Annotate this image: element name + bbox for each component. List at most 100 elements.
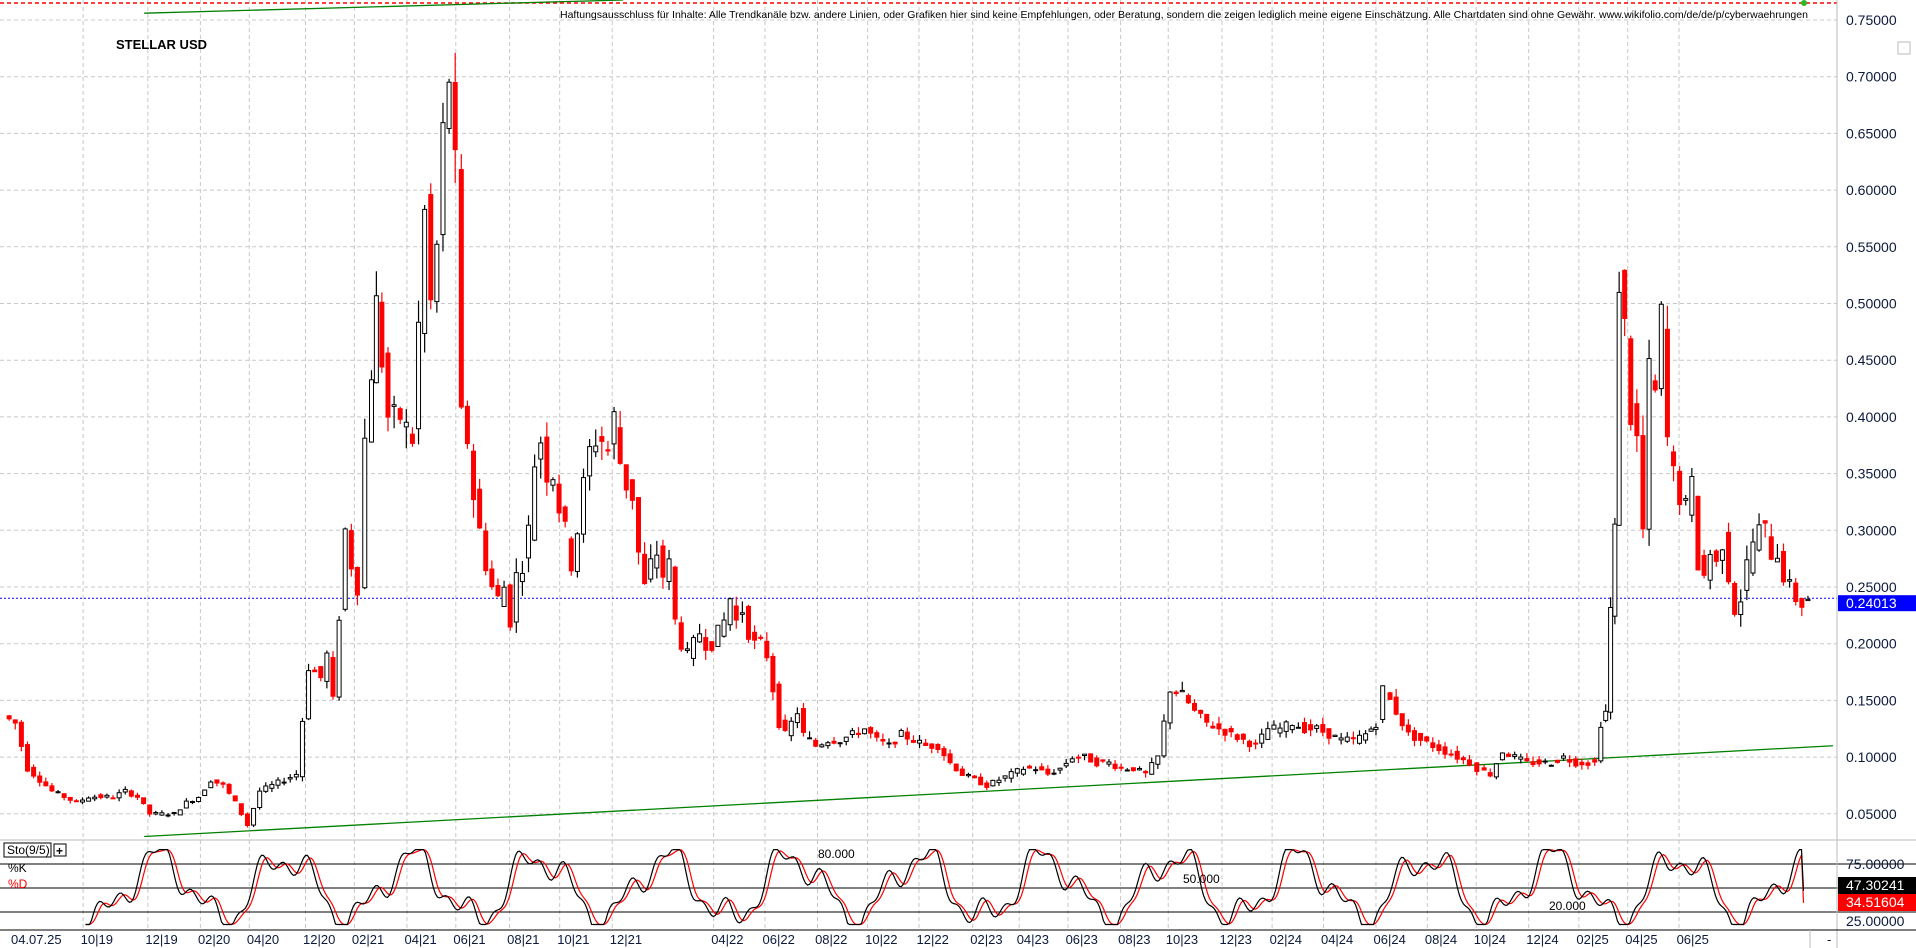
candle-body: [1234, 734, 1240, 740]
candle-body: [1689, 475, 1695, 516]
candle-body: [324, 652, 330, 682]
candle-body: [1677, 470, 1683, 505]
candle: [1677, 466, 1683, 516]
candle: [898, 728, 904, 737]
candle: [1592, 757, 1598, 766]
candle-body: [86, 797, 92, 802]
candle: [819, 743, 825, 748]
candle-body: [1561, 755, 1567, 759]
candle-body: [1222, 728, 1228, 736]
candle: [116, 789, 122, 802]
candle-body: [293, 773, 299, 778]
candle: [923, 738, 929, 747]
candle: [519, 560, 525, 596]
candle: [86, 796, 92, 802]
candle: [1350, 731, 1356, 745]
candle-body: [660, 545, 666, 578]
candle-body: [538, 442, 544, 460]
candle-body: [721, 619, 727, 637]
candle-body: [782, 719, 788, 731]
candle: [1756, 513, 1762, 552]
date-tick-label: 04|23: [1017, 932, 1049, 947]
candle-body: [532, 466, 538, 541]
candle-body: [697, 633, 703, 643]
candle-body: [318, 666, 324, 679]
candle: [110, 795, 116, 800]
candle: [1493, 763, 1499, 780]
candle-body: [1253, 742, 1259, 745]
stochastic-add-button[interactable]: [53, 843, 67, 857]
candle-body: [43, 781, 49, 787]
candle: [1481, 764, 1487, 771]
scroll-marker[interactable]: -: [1827, 932, 1831, 947]
stochastic-label-box[interactable]: [3, 842, 52, 858]
candle: [12, 719, 18, 730]
candle-body: [18, 721, 24, 747]
candle-body: [672, 566, 678, 620]
candle: [1277, 722, 1283, 738]
candle-body: [917, 739, 923, 744]
candle: [1646, 339, 1652, 546]
candle-body: [1628, 338, 1634, 426]
date-tick-label: 12|22: [917, 932, 949, 947]
candle-body: [1308, 724, 1314, 731]
candle-body: [593, 445, 599, 453]
candle: [1373, 723, 1379, 736]
candle-body: [116, 792, 122, 799]
candle-body: [1204, 713, 1210, 723]
candle-body: [251, 807, 257, 826]
candle: [446, 78, 452, 134]
candle-body: [1332, 734, 1338, 737]
candle-body: [1454, 750, 1460, 760]
candle: [464, 400, 470, 449]
candle: [1124, 768, 1130, 772]
candle-body: [1069, 758, 1075, 763]
stoch-k-line: [85, 848, 1805, 926]
k-label: %K: [8, 861, 27, 875]
candle-body: [1774, 557, 1780, 563]
price-tick-label: 0.75000: [1846, 12, 1897, 28]
candle: [1320, 717, 1326, 737]
candle-body: [55, 791, 61, 794]
candle-body: [813, 739, 819, 747]
candle-body: [379, 301, 385, 368]
candle: [1002, 775, 1008, 782]
candle-body: [892, 741, 898, 745]
candle-body: [800, 708, 806, 733]
candle-body: [330, 657, 336, 697]
candle: [886, 738, 892, 749]
candle: [1045, 765, 1051, 777]
date-tick-label: 12|20: [303, 932, 335, 947]
candle-body: [1787, 579, 1793, 582]
candle-body: [1326, 728, 1332, 739]
candle: [336, 615, 342, 701]
candle: [275, 777, 281, 789]
d-label: %D: [8, 877, 28, 891]
candle: [831, 736, 837, 745]
candle: [1530, 756, 1536, 768]
collapse-button[interactable]: [1897, 41, 1911, 55]
candle: [1338, 732, 1344, 745]
candle: [1393, 688, 1399, 716]
candle-body: [1756, 524, 1762, 551]
candle: [263, 782, 269, 793]
stochastic-panel: [0, 848, 1916, 926]
trendlines[interactable]: [144, 0, 1834, 838]
candle: [1033, 766, 1039, 775]
candle: [1314, 724, 1320, 733]
candle: [849, 727, 855, 738]
candle: [1622, 269, 1628, 337]
candle-body: [1259, 733, 1265, 744]
candle: [1612, 517, 1618, 625]
candle: [703, 628, 709, 660]
candle-body: [1671, 451, 1677, 467]
candle: [1027, 764, 1033, 769]
candle-body: [1640, 435, 1646, 530]
candle: [1130, 767, 1136, 772]
candle: [293, 770, 299, 781]
candle: [238, 803, 244, 817]
candle: [379, 292, 385, 373]
candle: [165, 813, 171, 818]
candle: [1732, 581, 1738, 617]
